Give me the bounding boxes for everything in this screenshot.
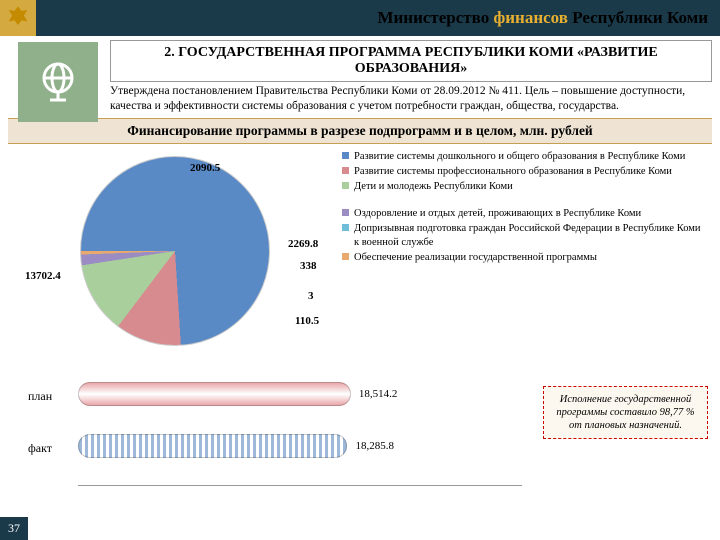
execution-note: Исполнение государственной программы сос…	[543, 386, 708, 439]
pie-chart-area: Развитие системы дошкольного и общего об…	[0, 150, 720, 370]
pie-slice-label: 110.5	[295, 315, 319, 327]
legend-swatch-icon	[342, 253, 349, 260]
header-bar: Министерство финансов Республики Коми	[0, 0, 720, 36]
legend-swatch-icon	[342, 152, 349, 159]
bar	[78, 434, 347, 458]
bar-axis-label: план	[28, 389, 52, 404]
legend-item: Дети и молодежь Республики Коми	[340, 180, 705, 193]
legend-item: Обеспечение реализации государственной п…	[340, 251, 705, 264]
bar-axis-label: факт	[28, 441, 52, 456]
pie-slice-label: 13702.4	[25, 270, 61, 282]
legend-item: Оздоровление и отдых детей, проживающих …	[340, 207, 705, 220]
legend-swatch-icon	[342, 209, 349, 216]
legend-swatch-icon	[342, 224, 349, 231]
legend-item: Допризывная подготовка граждан Российско…	[340, 222, 705, 248]
program-title: 2. ГОСУДАРСТВЕННАЯ ПРОГРАММА РЕСПУБЛИКИ …	[110, 40, 712, 82]
section-title: Финансирование программы в разрезе подпр…	[8, 118, 712, 144]
bar-value-label: 18,285.8	[355, 440, 394, 452]
pie-slice-label: 2090.5	[190, 162, 220, 174]
legend-swatch-icon	[342, 167, 349, 174]
page-number: 37	[0, 517, 28, 540]
emblem-icon	[0, 0, 36, 36]
legend-item: Развитие системы профессионального образ…	[340, 165, 705, 178]
header-title: Министерство финансов Республики Коми	[36, 8, 720, 28]
bar	[78, 382, 351, 406]
bar-chart-area: 18,514.2 18,285.8 Исполнение государствен…	[8, 372, 712, 492]
program-subtitle: Утверждена постановлением Правительства …	[110, 84, 702, 114]
pie-chart	[80, 156, 270, 346]
pie-slice-label: 2269.8	[288, 238, 318, 250]
pie-slice-label: 338	[300, 260, 317, 272]
pie-legend: Развитие системы дошкольного и общего об…	[340, 150, 705, 266]
bar-chart: 18,514.2 18,285.8	[78, 382, 522, 482]
pie-slice-label: 3	[308, 290, 314, 302]
globe-icon	[18, 42, 98, 122]
bar-value-label: 18,514.2	[359, 388, 398, 400]
legend-swatch-icon	[342, 182, 349, 189]
legend-item: Развитие системы дошкольного и общего об…	[340, 150, 705, 163]
